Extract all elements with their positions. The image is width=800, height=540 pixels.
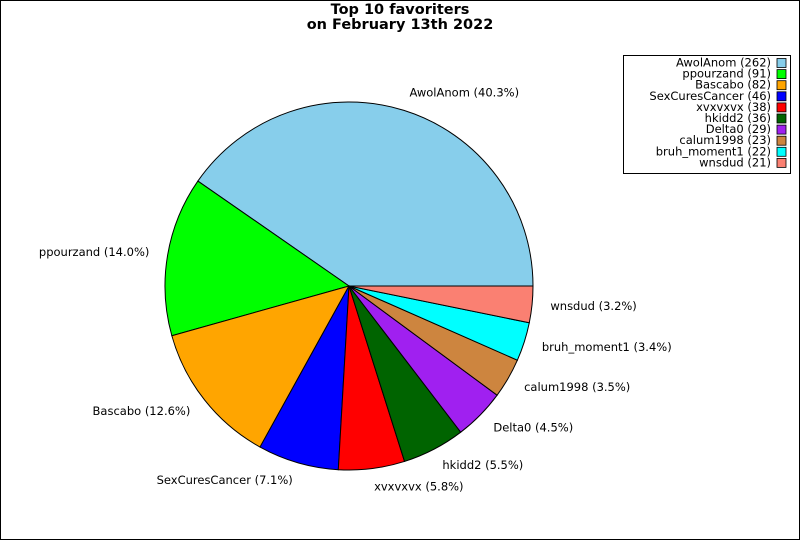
legend-swatch bbox=[776, 80, 787, 91]
slice-label: ppourzand (14.0%) bbox=[39, 245, 150, 259]
legend-label: hkidd2 (36) bbox=[705, 111, 771, 125]
legend-label: calum1998 (23) bbox=[679, 133, 771, 147]
slice-label: SexCuresCancer (7.1%) bbox=[157, 473, 293, 487]
legend-box bbox=[623, 55, 791, 174]
legend-label: ppourzand (91) bbox=[682, 67, 771, 81]
legend-swatch bbox=[776, 58, 787, 68]
pie-slice bbox=[197, 101, 534, 287]
legend-swatch bbox=[776, 113, 787, 124]
legend-swatch bbox=[776, 102, 787, 113]
slice-label: Bascabo (12.6%) bbox=[93, 404, 191, 418]
slice-label: wnsdud (3.2%) bbox=[550, 299, 636, 313]
legend-label: xvxvxvx (38) bbox=[696, 100, 771, 114]
legend-swatch bbox=[776, 69, 787, 79]
pie-slice bbox=[348, 285, 534, 324]
legend-swatch bbox=[776, 135, 787, 146]
slice-label: AwolAnom (40.3%) bbox=[409, 85, 519, 99]
legend-label: bruh_moment1 (22) bbox=[656, 144, 771, 158]
legend-label: SexCuresCancer (46) bbox=[649, 89, 771, 103]
pie-slice bbox=[171, 285, 351, 448]
legend-label: Bascabo (82) bbox=[695, 78, 771, 92]
legend-swatch bbox=[776, 124, 787, 135]
chart-title: Top 10 favoriters bbox=[331, 2, 470, 18]
slice-label: calum1998 (3.5%) bbox=[524, 380, 630, 394]
legend-swatch bbox=[776, 91, 787, 102]
pie-slice bbox=[164, 180, 351, 337]
slice-label: xvxvxvx (5.8%) bbox=[374, 479, 463, 493]
legend-label: wnsdud (21) bbox=[699, 155, 771, 169]
legend-label: Delta0 (29) bbox=[706, 122, 771, 136]
legend-swatch bbox=[776, 157, 787, 168]
legend-label: AwolAnom (262) bbox=[676, 56, 771, 70]
legend-swatch bbox=[776, 146, 787, 157]
slice-label: hkidd2 (5.5%) bbox=[442, 458, 523, 472]
slice-label: bruh_moment1 (3.4%) bbox=[542, 340, 672, 354]
slice-label: Delta0 (4.5%) bbox=[493, 420, 573, 434]
chart-title: on February 13th 2022 bbox=[307, 17, 494, 33]
